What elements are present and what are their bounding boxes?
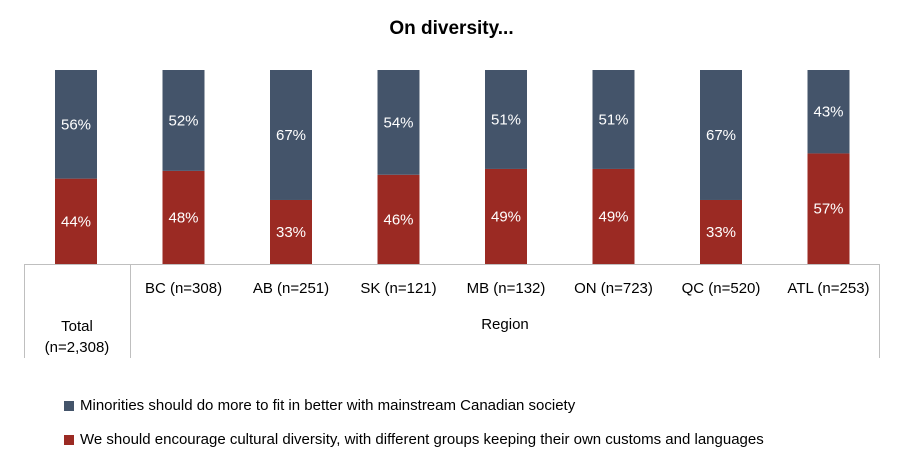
data-label-qc-diversity: 33% — [706, 224, 736, 241]
legend-label-diversity: We should encourage cultural diversity, … — [80, 431, 764, 448]
axis-lines — [24, 264, 880, 358]
bar-sk-diversity — [377, 174, 420, 264]
bar-qc-diversity — [700, 199, 742, 264]
data-label-total-minorities: 56% — [61, 116, 91, 133]
total-label-line-1: Total — [61, 318, 93, 335]
data-label-bc-minorities: 52% — [168, 112, 198, 129]
data-label-on-diversity: 49% — [598, 208, 628, 225]
bar-mb-diversity — [485, 168, 527, 264]
chart-title: On diversity... — [389, 18, 514, 39]
bar-sk-minorities — [377, 70, 420, 175]
bar-total-minorities — [55, 70, 97, 179]
bar-mb-minorities — [485, 70, 527, 169]
bar-bc-diversity — [162, 170, 205, 264]
legend-item-minorities: Minorities should do more to fit in bett… — [64, 397, 575, 414]
category-label-sk: SK (n=121) — [360, 280, 437, 297]
data-label-on-minorities: 51% — [598, 111, 628, 128]
bars-group: 44% 56% 48% 52% 33% 67% 46% 54% 49% 51% 49% 51% 33% 6… — [55, 70, 850, 264]
bar-ab-minorities — [270, 70, 312, 200]
bar-on-minorities — [592, 70, 635, 169]
category-label-mb: MB (n=132) — [466, 280, 546, 297]
data-label-ab-minorities: 67% — [276, 127, 306, 144]
bar-qc-minorities — [700, 70, 742, 200]
data-label-total-diversity: 44% — [61, 213, 91, 230]
bar-bc-minorities — [162, 70, 205, 171]
data-label-atl-minorities: 43% — [813, 104, 843, 121]
bar-atl-minorities — [807, 70, 850, 154]
legend-swatch-diversity — [64, 434, 74, 445]
data-label-sk-diversity: 46% — [383, 211, 413, 228]
data-label-atl-diversity: 57% — [813, 201, 843, 218]
data-label-sk-minorities: 54% — [383, 114, 413, 131]
category-label-qc: QC (n=520) — [681, 280, 761, 297]
data-label-qc-minorities: 67% — [706, 127, 736, 144]
bar-on-diversity — [592, 168, 635, 264]
category-label-atl: ATL (n=253) — [787, 280, 870, 297]
category-label-on: ON (n=723) — [574, 280, 653, 297]
category-label-ab: AB (n=251) — [252, 280, 330, 297]
category-label-bc: BC (n=308) — [144, 280, 223, 297]
bar-total-diversity — [55, 178, 97, 264]
category-label-total: Total (n=2,308) — [24, 316, 130, 358]
legend-item-diversity: We should encourage cultural diversity, … — [64, 431, 764, 448]
data-label-ab-diversity: 33% — [276, 224, 306, 241]
data-label-bc-diversity: 48% — [168, 209, 198, 226]
group-label-region: Region — [481, 316, 529, 333]
legend-label-minorities: Minorities should do more to fit in bett… — [80, 397, 576, 414]
legend-swatch-minorities — [64, 400, 74, 411]
bar-atl-diversity — [807, 153, 850, 264]
data-label-mb-minorities: 51% — [491, 111, 521, 128]
total-label-line-2: (n=2,308) — [44, 339, 110, 356]
bar-ab-diversity — [270, 199, 312, 264]
data-label-mb-diversity: 49% — [491, 208, 521, 225]
